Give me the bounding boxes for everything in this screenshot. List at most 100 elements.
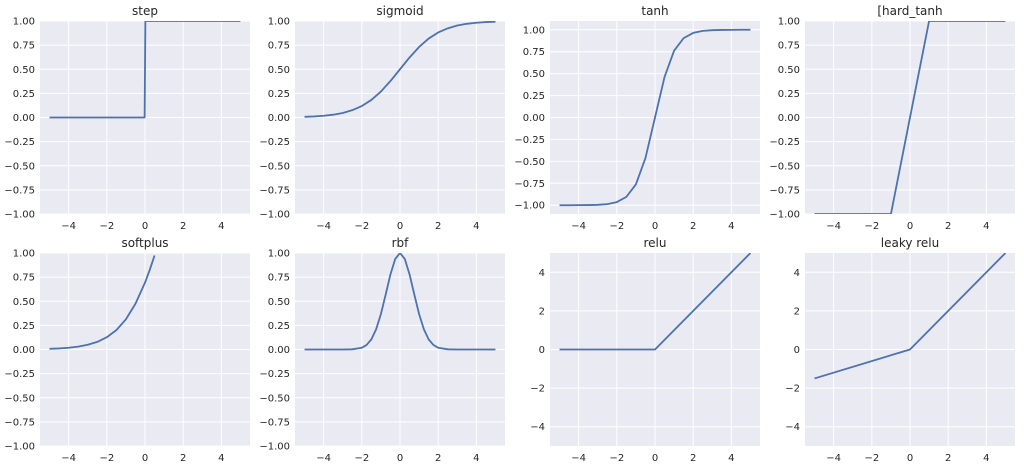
x-tick-label: −4 <box>826 221 841 232</box>
y-tick-label: −0.75 <box>4 185 35 196</box>
panel-title: step <box>132 4 158 18</box>
x-tick-label: −2 <box>99 221 114 232</box>
panel-step: −4 −2 0 2 4 −1.00 −0.75 −0.50 −0.25 0.00 0.25 0.50 0… <box>4 4 250 232</box>
x-tick-label: −4 <box>61 221 76 232</box>
panel-title: softplus <box>121 236 168 250</box>
x-tick-label: 0 <box>652 221 658 232</box>
y-tick-label: 0.25 <box>268 89 290 100</box>
y-tick-label: −0.50 <box>769 161 800 172</box>
x-tick-label: 4 <box>983 221 989 232</box>
x-tick-label: −2 <box>864 221 879 232</box>
x-tick-label: −2 <box>864 453 879 464</box>
series-line <box>304 21 496 118</box>
y-tick-label: 1.00 <box>268 17 290 28</box>
x-tick-label: 0 <box>907 221 913 232</box>
series-line <box>559 28 751 207</box>
y-tick-label: −1.00 <box>259 442 290 453</box>
y-tick-label: 1.00 <box>523 25 545 36</box>
y-tick-label: 0.25 <box>523 91 545 102</box>
y-tick-label: 0.75 <box>13 273 35 284</box>
x-tick-label: 2 <box>435 453 441 464</box>
y-tick-label: 0.75 <box>778 41 800 52</box>
y-tick-label: 2 <box>539 306 545 317</box>
series-line <box>49 21 241 119</box>
x-tick-label: 0 <box>397 453 403 464</box>
x-tick-label: −4 <box>826 453 841 464</box>
y-tick-label: −1.00 <box>769 210 800 221</box>
y-tick-label: −0.25 <box>4 137 35 148</box>
y-tick-label: −0.25 <box>769 137 800 148</box>
y-tick-label: 0.75 <box>268 41 290 52</box>
y-tick-label: 0.50 <box>268 65 290 76</box>
x-tick-label: 4 <box>728 221 734 232</box>
x-tick-label: 2 <box>690 453 696 464</box>
y-tick-label: 2 <box>794 306 800 317</box>
y-tick-label: 0.50 <box>778 65 800 76</box>
series-line <box>49 255 156 350</box>
x-tick-label: 0 <box>142 453 148 464</box>
x-tick-label: −2 <box>99 453 114 464</box>
y-tick-label: −0.50 <box>4 393 35 404</box>
x-tick-label: −2 <box>609 453 624 464</box>
x-tick-label: 4 <box>218 221 224 232</box>
y-tick-label: −0.50 <box>514 157 545 168</box>
y-tick-label: 1.00 <box>778 17 800 28</box>
y-tick-label: 1.00 <box>268 249 290 260</box>
y-tick-label: −4 <box>530 422 545 433</box>
x-tick-label: −4 <box>571 221 586 232</box>
y-tick-label: 4 <box>794 268 800 279</box>
y-tick-label: −0.25 <box>4 369 35 380</box>
x-tick-label: 4 <box>473 221 479 232</box>
y-tick-label: −0.50 <box>4 161 35 172</box>
panel-title: leaky relu <box>881 236 940 250</box>
x-tick-label: 4 <box>473 453 479 464</box>
y-tick-label: 0 <box>539 345 545 356</box>
y-tick-label: 0.75 <box>523 47 545 58</box>
y-tick-label: 0 <box>794 345 800 356</box>
x-tick-label: −4 <box>316 221 331 232</box>
x-tick-label: −4 <box>571 453 586 464</box>
y-tick-label: 0.75 <box>13 41 35 52</box>
x-tick-label: 2 <box>180 453 186 464</box>
x-tick-label: 4 <box>218 453 224 464</box>
panel-rbf: −4 −2 0 2 4 −1.00 −0.75 −0.50 −0.25 0.00 0.25 0.50 0… <box>259 236 505 464</box>
y-tick-label: −0.25 <box>514 135 545 146</box>
y-tick-label: 0.50 <box>13 297 35 308</box>
y-tick-label: −1.00 <box>259 210 290 221</box>
x-tick-label: 2 <box>690 221 696 232</box>
y-tick-label: −0.75 <box>259 417 290 428</box>
y-tick-label: 0.25 <box>13 89 35 100</box>
y-tick-label: 0.50 <box>523 69 545 80</box>
y-tick-label: −0.75 <box>4 417 35 428</box>
y-tick-label: 0.50 <box>268 297 290 308</box>
y-tick-label: 0.00 <box>523 113 545 124</box>
y-tick-label: −0.50 <box>259 161 290 172</box>
panel-title: rbf <box>392 236 410 250</box>
y-tick-label: 1.00 <box>13 249 35 260</box>
x-tick-label: 0 <box>652 453 658 464</box>
y-tick-label: 0.00 <box>268 113 290 124</box>
series-line <box>304 253 496 351</box>
y-tick-label: −1.00 <box>4 210 35 221</box>
series-line <box>814 21 1006 214</box>
x-tick-label: −2 <box>609 221 624 232</box>
panel-sigmoid: −4 −2 0 2 4 −1.00 −0.75 −0.50 −0.25 0.00 0.25 0.50 0… <box>259 4 505 232</box>
x-tick-label: −4 <box>61 453 76 464</box>
y-tick-label: −0.75 <box>514 179 545 190</box>
y-tick-label: −2 <box>785 384 800 395</box>
panel-title: tanh <box>641 4 668 18</box>
y-tick-label: 0.50 <box>13 65 35 76</box>
panel-leaky-relu: −4 −2 0 2 4 −4 −2 0 2 4 leaky relu <box>785 236 1015 464</box>
y-tick-label: 0.25 <box>13 321 35 332</box>
panel-tanh: −4 −2 0 2 4 −1.00 −0.75 −0.50 −0.25 0.00 0.25 0.50 0… <box>514 4 760 232</box>
y-tick-label: −1.00 <box>4 442 35 453</box>
x-tick-label: 0 <box>397 221 403 232</box>
series-line <box>559 253 752 351</box>
y-tick-label: 0.25 <box>778 89 800 100</box>
y-tick-label: −0.75 <box>769 185 800 196</box>
y-tick-label: −2 <box>530 384 545 395</box>
x-tick-label: 2 <box>945 453 951 464</box>
y-tick-label: 0.00 <box>268 345 290 356</box>
x-tick-label: 0 <box>907 453 913 464</box>
